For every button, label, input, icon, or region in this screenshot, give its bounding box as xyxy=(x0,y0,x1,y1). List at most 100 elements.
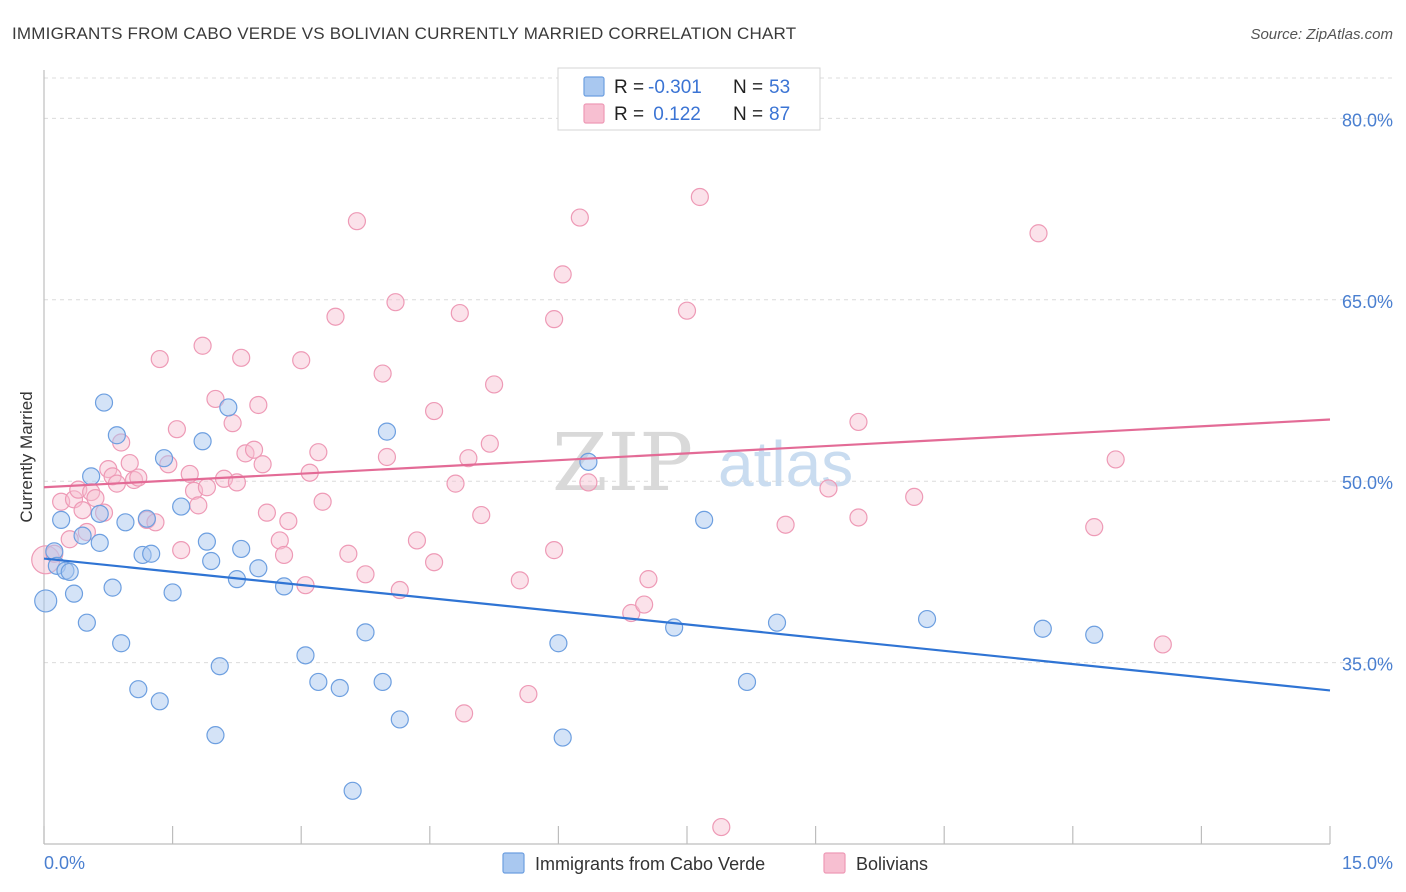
point-cabo-verde-33 xyxy=(249,559,268,578)
point-bolivians-58 xyxy=(446,474,465,493)
point-cabo-verde-15 xyxy=(112,634,131,653)
legend-n-value-blue: 53 xyxy=(769,77,790,98)
point-cabo-verde-49 xyxy=(767,613,787,632)
point-bolivians-37 xyxy=(253,455,272,474)
point-cabo-verde-25 xyxy=(193,432,212,451)
point-cabo-verde-27 xyxy=(202,551,221,571)
point-bolivians-79 xyxy=(819,479,838,498)
point-cabo-verde-51 xyxy=(1033,619,1052,638)
y-tick-label-65: 65.0% xyxy=(1342,292,1393,312)
y-axis-label: Currently Married xyxy=(17,391,36,522)
point-cabo-verde-44 xyxy=(553,728,572,747)
point-bolivians-15 xyxy=(120,453,139,473)
series-cabo-verde-points xyxy=(34,393,1104,800)
point-cabo-verde-29 xyxy=(210,657,229,676)
point-bolivians-70 xyxy=(570,208,589,227)
point-cabo-verde-21 xyxy=(150,692,169,711)
point-bolivians-24 xyxy=(180,464,199,484)
point-bolivians-84 xyxy=(1085,518,1104,537)
point-cabo-verde-42 xyxy=(390,710,409,729)
series-legend-label-cabo-verde: Immigrants from Cabo Verde xyxy=(535,854,765,874)
point-bolivians-66 xyxy=(519,684,538,704)
x-tick-label-max: 15.0% xyxy=(1342,853,1393,873)
point-bolivians-29 xyxy=(206,389,225,409)
point-bolivians-67 xyxy=(545,310,564,329)
watermark: ZIP atlas xyxy=(552,416,853,509)
point-bolivians-75 xyxy=(677,301,697,320)
legend-r-label-blue: R = xyxy=(614,77,644,98)
point-bolivians-64 xyxy=(485,375,504,394)
point-cabo-verde-52 xyxy=(1085,625,1104,644)
y-tick-label-35: 35.0% xyxy=(1342,655,1393,675)
y-tick-label-80: 80.0% xyxy=(1342,110,1393,130)
point-bolivians-22 xyxy=(167,420,186,439)
point-bolivians-46 xyxy=(313,492,332,511)
point-bolivians-47 xyxy=(326,307,345,326)
point-cabo-verde-30 xyxy=(219,398,238,417)
point-bolivians-55 xyxy=(407,531,427,550)
point-bolivians-35 xyxy=(244,440,264,459)
point-cabo-verde-35 xyxy=(296,646,315,665)
point-bolivians-82 xyxy=(905,487,924,507)
point-cabo-verde-43 xyxy=(549,634,568,653)
point-cabo-verde-17 xyxy=(129,680,148,699)
correlation-legend: R = -0.301 N = 53 R = 0.122 N = 87 xyxy=(557,67,821,131)
point-bolivians-50 xyxy=(356,565,375,584)
legend-n-label-blue: N = xyxy=(733,77,763,98)
point-bolivians-62 xyxy=(472,505,491,525)
point-bolivians-81 xyxy=(849,412,868,432)
point-cabo-verde-36 xyxy=(309,672,328,692)
point-cabo-verde-45 xyxy=(579,452,598,471)
point-bolivians-6 xyxy=(73,501,92,520)
y-axis-tick-labels: 35.0% 50.0% 65.0% 80.0% xyxy=(1342,110,1393,674)
point-cabo-verde-41 xyxy=(377,422,397,441)
point-bolivians-68 xyxy=(545,541,564,560)
point-cabo-verde-6 xyxy=(64,584,84,603)
point-bolivians-23 xyxy=(172,541,191,560)
point-bolivians-52 xyxy=(377,447,397,467)
point-cabo-verde-34 xyxy=(274,577,294,596)
point-cabo-verde-11 xyxy=(90,533,109,552)
trend-line-cabo-verde xyxy=(43,557,1331,692)
point-cabo-verde-50 xyxy=(917,609,937,629)
legend-n-value-pink: 87 xyxy=(769,104,790,125)
point-bolivians-63 xyxy=(480,434,499,453)
point-bolivians-77 xyxy=(712,817,731,837)
point-cabo-verde-47 xyxy=(695,510,714,529)
point-bolivians-48 xyxy=(339,544,358,563)
point-cabo-verde-20 xyxy=(142,544,161,563)
point-bolivians-28 xyxy=(197,478,216,497)
point-bolivians-83 xyxy=(1029,224,1048,243)
point-bolivians-27 xyxy=(193,336,212,355)
point-bolivians-38 xyxy=(257,503,277,522)
y-tick-label-50: 50.0% xyxy=(1342,473,1393,493)
point-cabo-verde-12 xyxy=(94,393,114,412)
legend-r-value-blue: -0.301 xyxy=(648,77,702,98)
watermark-zip: ZIP xyxy=(552,416,693,509)
point-cabo-verde-9 xyxy=(82,467,101,486)
point-bolivians-49 xyxy=(347,212,367,231)
x-axis-ticks xyxy=(43,826,1331,844)
point-bolivians-45 xyxy=(309,443,328,462)
point-bolivians-36 xyxy=(249,395,268,415)
point-cabo-verde-24 xyxy=(172,497,191,516)
legend-swatch-blue xyxy=(583,76,605,97)
point-bolivians-56 xyxy=(424,553,444,572)
point-cabo-verde-10 xyxy=(90,504,109,523)
point-cabo-verde-5 xyxy=(60,562,79,581)
point-bolivians-86 xyxy=(1153,635,1172,654)
point-cabo-verde-22 xyxy=(154,449,174,468)
point-cabo-verde-16 xyxy=(116,513,135,532)
legend-r-value-pink: 0.122 xyxy=(648,104,701,125)
point-bolivians-42 xyxy=(292,351,311,370)
point-cabo-verde-14 xyxy=(107,426,126,445)
legend-n-label-pink: N = xyxy=(733,104,763,125)
series-bolivians-points xyxy=(31,187,1172,837)
point-cabo-verde-8 xyxy=(77,613,96,632)
point-bolivians-74 xyxy=(639,570,658,589)
point-bolivians-65 xyxy=(510,571,529,590)
chart-title: IMMIGRANTS FROM CABO VERDE VS BOLIVIAN C… xyxy=(12,24,796,43)
point-bolivians-59 xyxy=(450,303,469,323)
point-bolivians-51 xyxy=(373,364,392,383)
